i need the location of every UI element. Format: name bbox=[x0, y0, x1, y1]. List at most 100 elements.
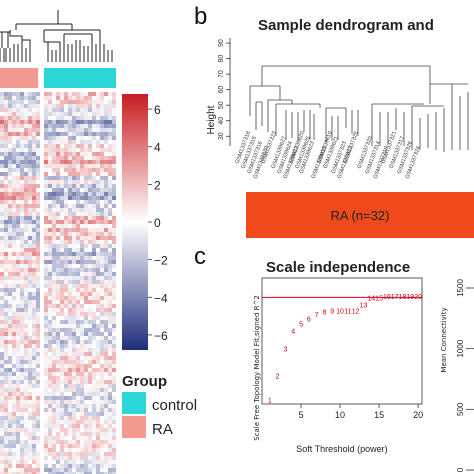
heatmap-cell bbox=[112, 272, 116, 276]
heatmap-cell bbox=[32, 276, 36, 280]
heatmap-cell bbox=[80, 336, 84, 340]
heatmap-cell bbox=[28, 464, 32, 468]
heatmap-cell bbox=[76, 472, 80, 474]
heatmap-cell bbox=[44, 200, 48, 204]
heatmap-cell bbox=[4, 224, 8, 228]
heatmap-cell bbox=[16, 124, 20, 128]
heatmap-cell bbox=[96, 124, 100, 128]
heatmap-cell bbox=[52, 268, 56, 272]
heatmap-cell bbox=[84, 184, 88, 188]
heatmap-cell bbox=[52, 188, 56, 192]
heatmap-cell bbox=[16, 408, 20, 412]
heatmap-cell bbox=[44, 148, 48, 152]
heatmap-cell bbox=[4, 328, 8, 332]
heatmap-cell bbox=[76, 396, 80, 400]
heatmap-cell bbox=[100, 392, 104, 396]
heatmap-cell bbox=[20, 228, 24, 232]
heatmap-cell bbox=[24, 252, 28, 256]
heatmap-cell bbox=[104, 196, 108, 200]
heatmap-cell bbox=[12, 116, 16, 120]
scale-independence-title: Scale independence bbox=[266, 259, 410, 276]
heatmap-cell bbox=[32, 368, 36, 372]
heatmap-cell bbox=[24, 328, 28, 332]
heatmap-cell bbox=[80, 288, 84, 292]
heatmap-cell bbox=[24, 240, 28, 244]
heatmap-cell bbox=[104, 360, 108, 364]
heatmap-cell bbox=[112, 304, 116, 308]
heatmap-cell bbox=[80, 144, 84, 148]
heatmap-cell bbox=[104, 452, 108, 456]
heatmap-cell bbox=[28, 120, 32, 124]
heatmap-cell bbox=[4, 284, 8, 288]
heatmap-cell bbox=[16, 412, 20, 416]
heatmap-cell bbox=[8, 196, 12, 200]
heatmap-cell bbox=[60, 204, 64, 208]
heatmap-cell bbox=[4, 292, 8, 296]
heatmap-cell bbox=[32, 348, 36, 352]
heatmap-cell bbox=[68, 276, 72, 280]
heatmap-cell bbox=[80, 152, 84, 156]
heatmap-cell bbox=[96, 368, 100, 372]
heatmap-cell bbox=[100, 160, 104, 164]
heatmap-cell bbox=[12, 452, 16, 456]
heatmap-cell bbox=[12, 112, 16, 116]
heatmap-cell bbox=[4, 464, 8, 468]
heatmap-cell bbox=[28, 184, 32, 188]
heatmap-cell bbox=[108, 228, 112, 232]
heatmap-cell bbox=[88, 408, 92, 412]
heatmap-cell bbox=[68, 368, 72, 372]
heatmap-cell bbox=[28, 368, 32, 372]
heatmap-cell bbox=[108, 348, 112, 352]
heatmap-cell bbox=[8, 324, 12, 328]
heatmap-cell bbox=[108, 156, 112, 160]
heatmap-cell bbox=[28, 264, 32, 268]
heatmap-cell bbox=[24, 168, 28, 172]
heatmap-cell bbox=[100, 404, 104, 408]
heatmap-cell bbox=[16, 296, 20, 300]
heatmap-cell bbox=[88, 248, 92, 252]
heatmap-cell bbox=[28, 332, 32, 336]
heatmap-cell bbox=[96, 420, 100, 424]
heatmap-cell bbox=[4, 336, 8, 340]
heatmap-cell bbox=[56, 236, 60, 240]
heatmap-cell bbox=[48, 184, 52, 188]
heatmap-cell bbox=[68, 268, 72, 272]
heatmap-cell bbox=[72, 360, 76, 364]
heatmap-cell bbox=[24, 412, 28, 416]
heatmap-cell bbox=[32, 228, 36, 232]
heatmap-cell bbox=[32, 112, 36, 116]
heatmap-cell bbox=[4, 444, 8, 448]
heatmap-cell bbox=[24, 320, 28, 324]
heatmap-cell bbox=[8, 180, 12, 184]
heatmap-cell bbox=[56, 464, 60, 468]
heatmap-cell bbox=[0, 384, 4, 388]
heatmap-cell bbox=[32, 436, 36, 440]
heatmap-cell bbox=[64, 272, 68, 276]
heatmap-cell bbox=[112, 260, 116, 264]
heatmap-cell bbox=[8, 128, 12, 132]
heatmap-cell bbox=[108, 352, 112, 356]
heatmap-cell bbox=[76, 224, 80, 228]
heatmap-cell bbox=[20, 368, 24, 372]
heatmap-cell bbox=[96, 456, 100, 460]
heatmap-cell bbox=[84, 464, 88, 468]
scale-independence-point: 3 bbox=[283, 346, 287, 353]
heatmap-cell bbox=[32, 104, 36, 108]
heatmap-cell bbox=[44, 312, 48, 316]
heatmap-cell bbox=[20, 468, 24, 472]
heatmap-cell bbox=[24, 448, 28, 452]
heatmap-cell bbox=[60, 460, 64, 464]
heatmap-cell bbox=[88, 284, 92, 288]
heatmap-cell bbox=[104, 164, 108, 168]
heatmap-cell bbox=[64, 256, 68, 260]
heatmap-cell bbox=[56, 392, 60, 396]
heatmap-cell bbox=[100, 188, 104, 192]
heatmap-cell bbox=[88, 364, 92, 368]
heatmap-cell bbox=[44, 440, 48, 444]
heatmap-cell bbox=[56, 468, 60, 472]
heatmap-cell bbox=[44, 96, 48, 100]
heatmap-cell bbox=[112, 188, 116, 192]
heatmap-cell bbox=[108, 268, 112, 272]
heatmap-cell bbox=[76, 440, 80, 444]
heatmap-cell bbox=[48, 108, 52, 112]
